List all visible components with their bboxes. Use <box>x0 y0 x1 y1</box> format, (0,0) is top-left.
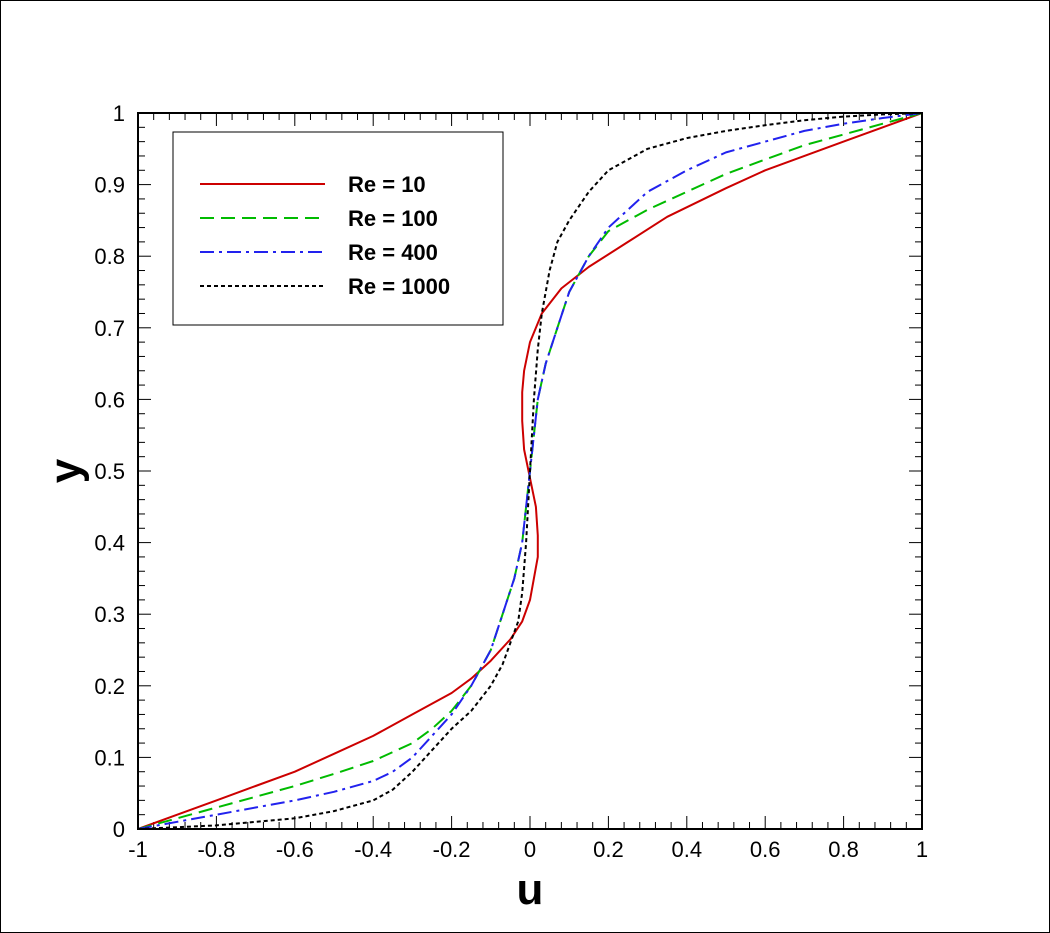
series-line-3 <box>137 112 923 830</box>
x-tick-labels: -1 -0.8 -0.6 -0.4 -0.2 0 0.2 0.4 0.6 0.8 1 <box>128 837 928 862</box>
y-tick-labels: 0 0.1 0.2 0.3 0.4 0.5 0.6 0.7 0.8 0.9 1 <box>94 101 125 842</box>
y-tick-label: 0.5 <box>94 459 125 484</box>
legend-label: Re = 10 <box>348 172 426 197</box>
legend-label: Re = 1000 <box>348 274 450 299</box>
x-tick-label: -0.8 <box>197 837 235 862</box>
y-tick-label: 0.4 <box>94 531 125 556</box>
legend-label: Re = 400 <box>348 240 438 265</box>
x-tick-label: 0 <box>524 837 536 862</box>
series-line-1 <box>137 112 923 830</box>
data-curves <box>137 112 923 830</box>
y-tick-label: 0.1 <box>94 745 125 770</box>
y-tick-label: 0.9 <box>94 173 125 198</box>
y-tick-label: 0.3 <box>94 602 125 627</box>
series-line-4 <box>137 112 923 830</box>
x-tick-label: 0.4 <box>672 837 703 862</box>
x-tick-label: -0.4 <box>354 837 392 862</box>
x-tick-label: 0.2 <box>593 837 624 862</box>
x-axis-title: u <box>517 865 544 914</box>
x-tick-label: 0.8 <box>828 837 859 862</box>
legend: Re = 10 Re = 100 Re = 400 Re = 1000 <box>172 131 504 326</box>
series-line-2 <box>137 112 923 830</box>
y-tick-label: 1 <box>113 101 125 126</box>
y-tick-label: 0.6 <box>94 387 125 412</box>
y-tick-label: 0 <box>113 817 125 842</box>
legend-box <box>172 131 504 326</box>
y-axis-title: y <box>41 458 90 483</box>
x-tick-label: 0.6 <box>750 837 781 862</box>
axis-ticks <box>137 112 923 830</box>
x-tick-label: -0.6 <box>276 837 314 862</box>
x-tick-label: 1 <box>916 837 928 862</box>
y-tick-label: 0.2 <box>94 674 125 699</box>
legend-label: Re = 100 <box>348 206 438 231</box>
y-tick-label: 0.7 <box>94 316 125 341</box>
x-tick-label: -1 <box>128 837 148 862</box>
plot-area <box>137 112 923 830</box>
y-tick-label: 0.8 <box>94 244 125 269</box>
x-tick-label: -0.2 <box>433 837 471 862</box>
